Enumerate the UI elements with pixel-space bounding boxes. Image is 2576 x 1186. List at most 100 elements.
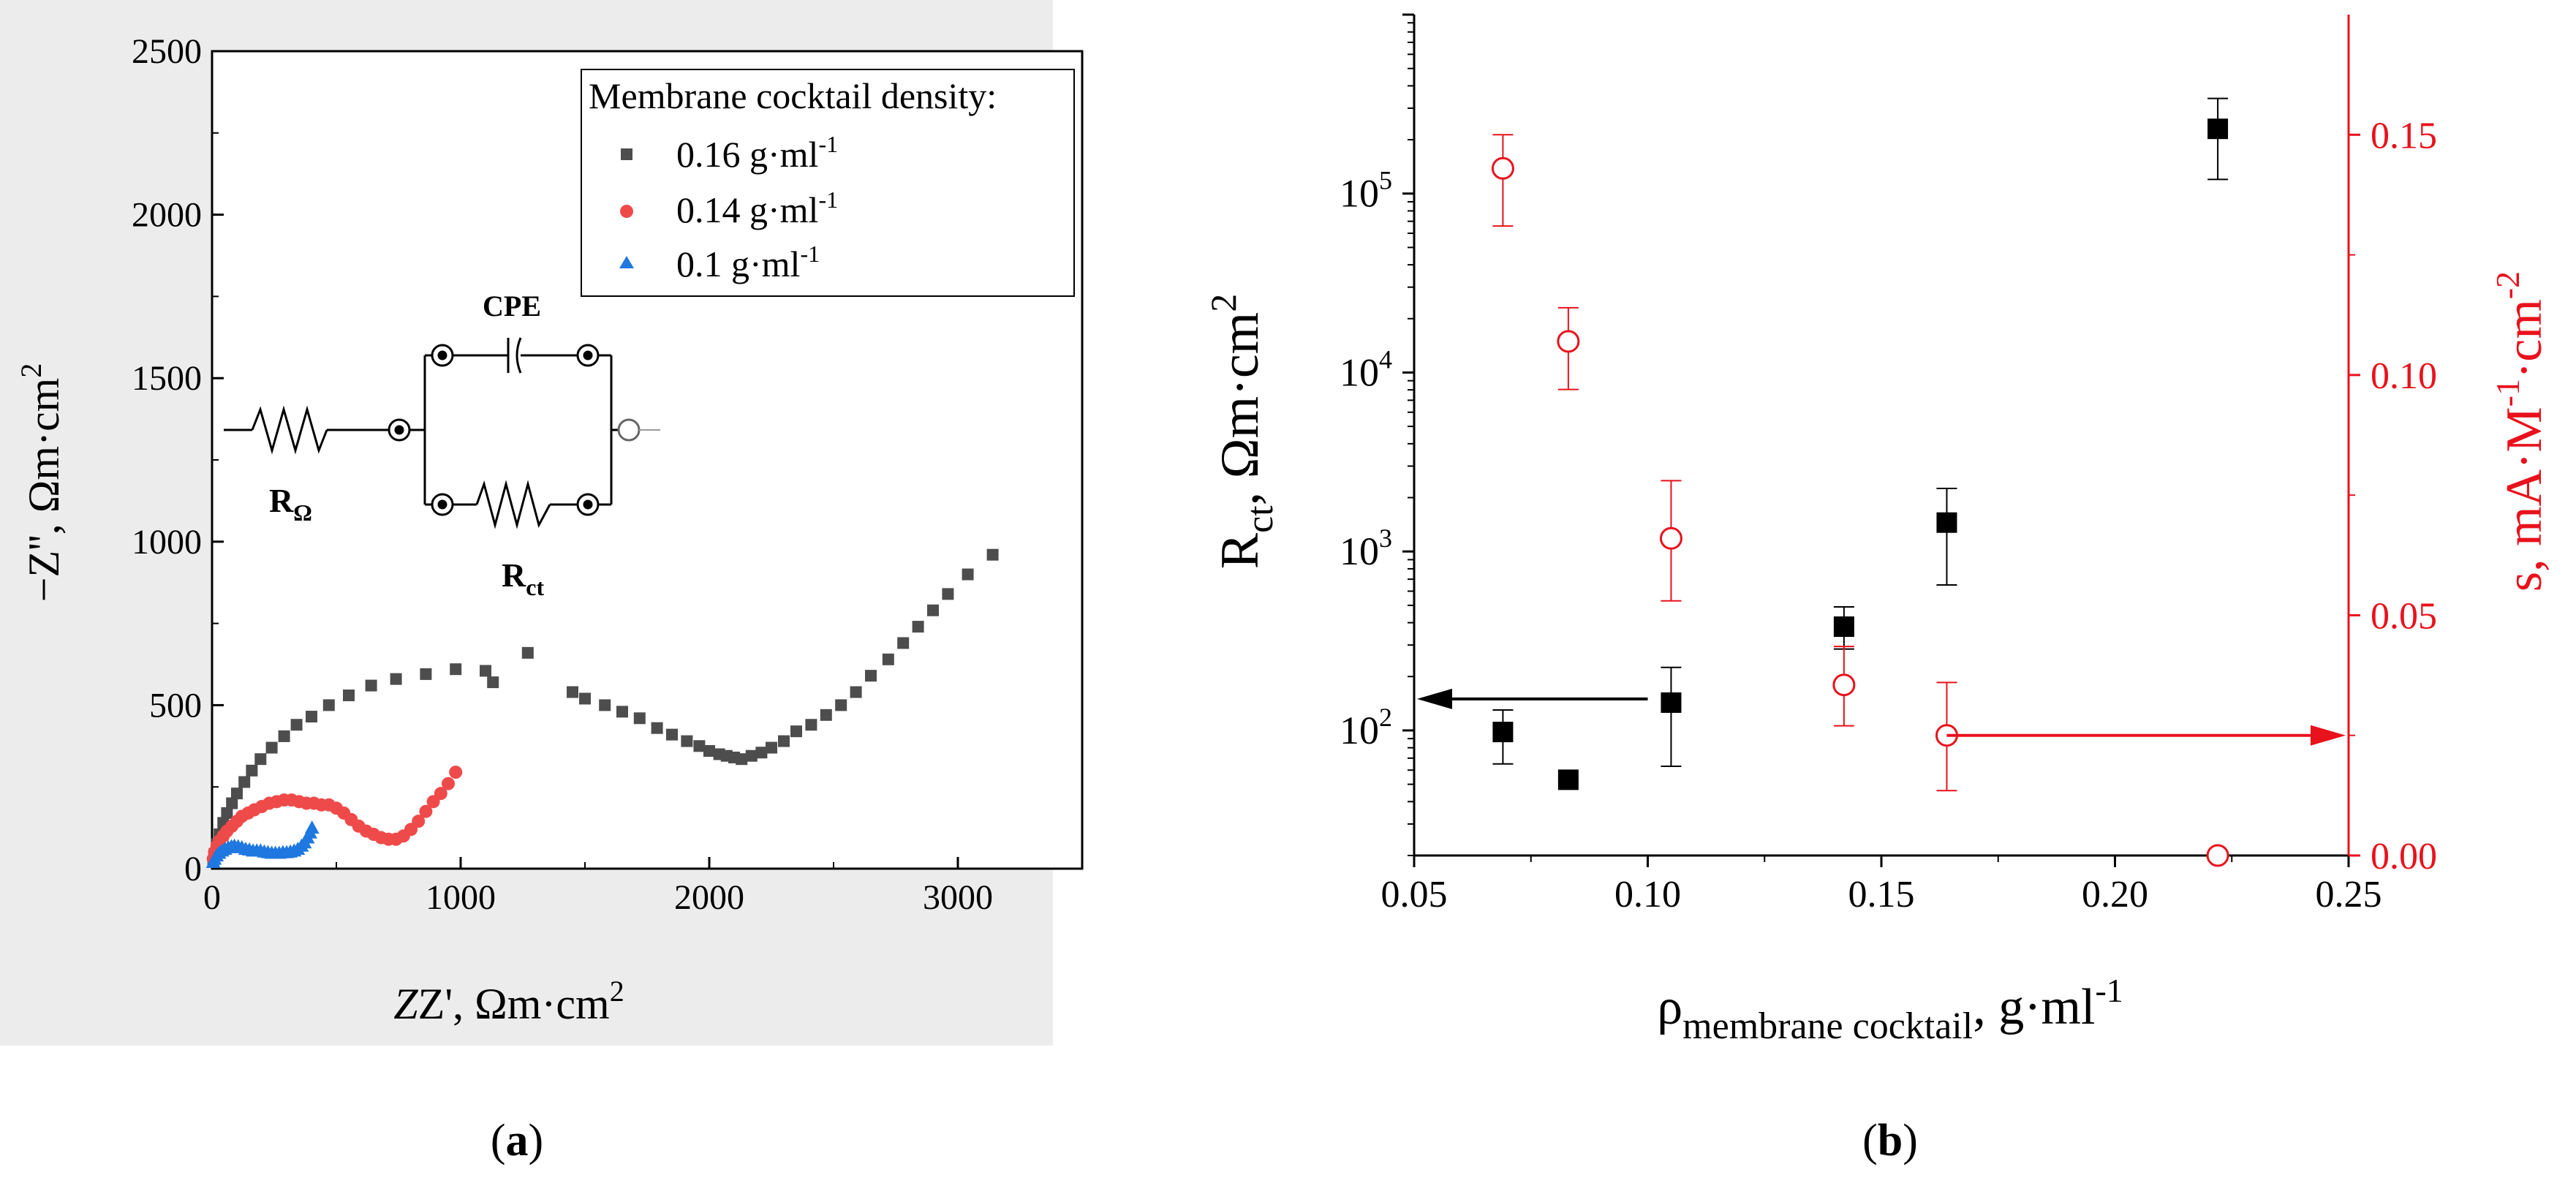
y-left-tick-label: 104	[1340, 344, 1392, 394]
data-point-016	[226, 797, 238, 809]
data-point-016	[850, 686, 862, 698]
panel-b-series	[1491, 97, 2229, 867]
y-left-tick-label: 102	[1340, 703, 1392, 752]
y-right-tick-label: 0.10	[2371, 355, 2437, 397]
data-point-016	[745, 749, 758, 762]
data-point-016	[390, 673, 402, 685]
data-point-016	[567, 686, 578, 698]
rct-point	[1492, 722, 1514, 743]
data-point-010	[304, 820, 320, 834]
data-point-016	[221, 807, 233, 819]
data-point-014	[419, 804, 433, 818]
y-left-tick-label: 105	[1340, 166, 1392, 216]
y-left-tick-label: 103	[1340, 524, 1392, 573]
panel-a-series	[205, 548, 999, 869]
x-tick-label-a: 3000	[923, 878, 993, 917]
data-point-016	[865, 670, 877, 682]
y-tick-label-a: 1000	[132, 523, 202, 562]
y-tick-label-a: 1500	[132, 359, 202, 398]
rct-point	[1833, 616, 1854, 638]
data-point-016	[882, 653, 894, 665]
data-point-016	[343, 689, 355, 701]
legend-label-014: 0.14 g·ml-1	[676, 186, 838, 230]
s-point	[2206, 844, 2229, 867]
data-point-016	[487, 676, 499, 689]
circuit-node-left-dot	[394, 425, 404, 435]
y-tick-label-a: 2000	[132, 196, 202, 235]
y-right-tick-label: 0.00	[2371, 836, 2437, 877]
data-point-016	[820, 709, 832, 721]
data-point-016	[790, 725, 802, 738]
data-point-016	[681, 735, 693, 747]
s-point	[1491, 156, 1514, 180]
caption-a: (a)	[491, 1116, 543, 1166]
legend-box	[581, 69, 1075, 297]
arrow-right-icon	[2311, 725, 2346, 746]
data-point-016	[579, 692, 591, 705]
data-point-016	[254, 753, 267, 766]
data-point-016	[290, 719, 303, 731]
panel-a-y-label: −Z'', Ωm·cm2	[15, 363, 68, 603]
data-point-016	[633, 712, 646, 725]
rct-point	[1661, 692, 1682, 713]
data-point-016	[835, 699, 847, 711]
s-point	[1557, 330, 1580, 353]
data-point-016	[805, 719, 817, 731]
data-point-016	[265, 741, 278, 754]
y-tick-label-a: 2500	[132, 32, 202, 71]
panel-b-ticks: 0.05 0.10 0.15 0.20 0.25 102 103 104 105 0.00 0.05…	[1340, 13, 2437, 915]
x-tick-label-b: 0.05	[1381, 874, 1448, 915]
s-point	[1832, 673, 1856, 697]
data-point-016	[912, 621, 924, 633]
legend-title: Membrane cocktail density:	[589, 75, 997, 116]
data-point-016	[521, 646, 534, 659]
data-point-016	[322, 699, 335, 711]
r-omega-resistor	[251, 405, 328, 455]
data-point-016	[755, 747, 768, 759]
data-point-016	[231, 787, 243, 800]
x-tick-label-b: 0.10	[1614, 874, 1681, 915]
legend-label-016: 0.16 g·ml-1	[676, 131, 838, 175]
legend-label-010: 0.1 g·ml-1	[676, 241, 820, 284]
rct-point	[1936, 512, 1957, 533]
data-point-016	[599, 699, 611, 711]
x-tick-label-a: 2000	[674, 878, 744, 917]
data-point-014	[412, 815, 426, 828]
panel-b-x-label: ρmembrane cocktail, g·ml-1	[1657, 972, 2123, 1047]
rct-point	[1557, 769, 1579, 790]
data-point-016	[927, 604, 939, 616]
r-ct-resistor	[475, 480, 551, 529]
data-point-016	[693, 740, 706, 752]
data-point-016	[942, 588, 954, 600]
data-point-014	[434, 787, 447, 801]
x-tick-label-b: 0.15	[1848, 874, 1915, 915]
data-point-016	[962, 568, 974, 581]
data-point-016	[246, 764, 258, 777]
data-point-014	[442, 777, 455, 790]
equivalent-circuit	[224, 337, 660, 529]
data-point-016	[365, 679, 377, 692]
data-point-016	[616, 706, 628, 718]
legend-marker-square	[621, 148, 632, 160]
legend-marker-triangle	[619, 256, 634, 268]
x-tick-label-a: 1000	[426, 878, 496, 917]
data-point-016	[651, 722, 663, 734]
r-omega-label: RΩ	[269, 482, 312, 526]
legend-marker-circle	[620, 205, 633, 218]
s-point	[1659, 526, 1682, 550]
data-point-016	[238, 776, 251, 788]
r-ct-label: Rct	[502, 556, 544, 600]
panel-b-right-y-label: s, mA·M-1·cm-2	[2489, 271, 2553, 592]
cpe-plate-right	[515, 337, 522, 374]
y-tick-label-a: 500	[149, 686, 202, 725]
panel-b-arrows	[1417, 688, 2346, 746]
data-point-016	[897, 637, 910, 649]
x-tick-label-b: 0.25	[2316, 874, 2382, 915]
data-point-016	[480, 665, 491, 677]
data-point-016	[986, 548, 999, 561]
data-point-016	[666, 728, 678, 741]
data-point-016	[736, 753, 748, 766]
x-tick-label-b: 0.20	[2082, 874, 2148, 915]
data-point-016	[278, 730, 290, 742]
